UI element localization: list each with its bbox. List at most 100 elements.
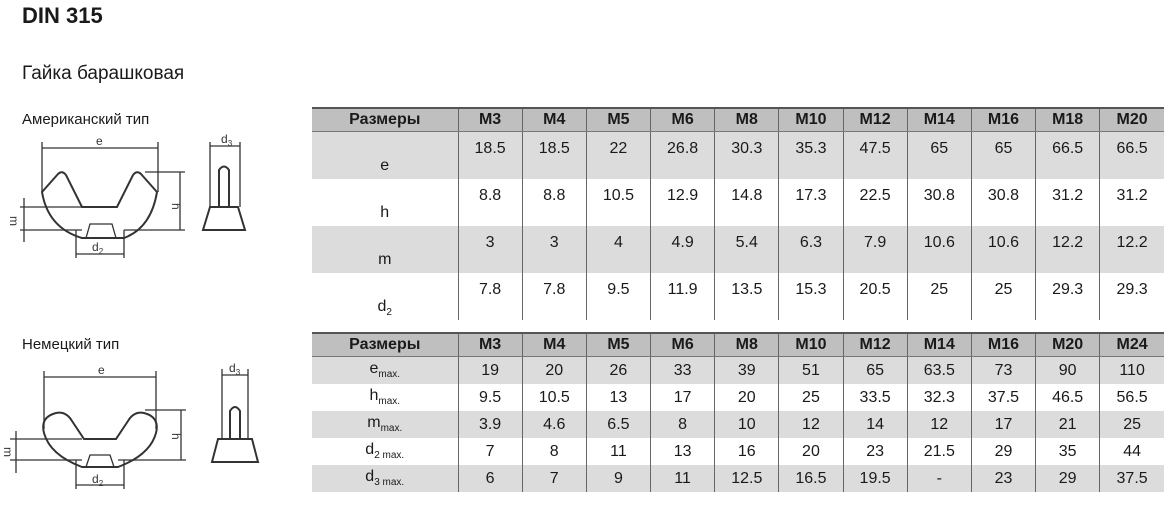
table-cell: 21.5 xyxy=(906,438,972,465)
table-cell: 35.3 xyxy=(778,131,844,179)
table-cell: 5.4 xyxy=(714,226,779,273)
dim-d3: d3 xyxy=(221,132,233,148)
table-cell: - xyxy=(906,465,972,492)
header-row: Размеры M3 M4 M5 M6 M8 M10 M12 M14 M16 M18 M20 xyxy=(312,108,1164,132)
column-header: M16 xyxy=(970,333,1036,357)
page-title: DIN 315 xyxy=(22,3,103,28)
row-label: d2 xyxy=(312,273,458,320)
table-cell: 11 xyxy=(585,438,651,465)
table-row: d3 max. 6 7 9 11 12.5 16.5 19.5-23 29 37.5 xyxy=(312,465,1164,492)
table-cell: 20 xyxy=(778,438,844,465)
table-cell: 10.5 xyxy=(585,179,651,226)
table-cell: 10 xyxy=(714,411,779,438)
table-cell: 90 xyxy=(1035,356,1100,384)
american-type-label: Американский тип xyxy=(22,111,150,128)
table-cell: 12.5 xyxy=(714,465,779,492)
column-header: M3 xyxy=(457,108,523,132)
table-cell: 65 xyxy=(906,131,972,179)
table-cell: 12.2 xyxy=(1099,226,1164,273)
table-cell: 9.5 xyxy=(457,384,523,411)
table-cell: 30.8 xyxy=(906,179,972,226)
table-cell: 10.6 xyxy=(906,226,972,273)
column-header: M12 xyxy=(842,333,908,357)
row-label-main: d xyxy=(377,297,387,315)
table-cell: 44 xyxy=(1099,438,1164,465)
column-header: M6 xyxy=(650,333,715,357)
table-cell: 66.5 xyxy=(1099,131,1164,179)
table-cell: 7.8 xyxy=(521,273,587,320)
table-cell: 30.8 xyxy=(970,179,1036,226)
row-label-main: m xyxy=(367,414,381,432)
german-wing-nut-drawing: e h m d2 d3 xyxy=(1,361,260,489)
table-cell: 63.5 xyxy=(906,356,972,384)
table-cell: 37.5 xyxy=(970,384,1036,411)
row-label-sub: 3 max. xyxy=(374,477,405,489)
table-cell: 29 xyxy=(970,438,1036,465)
table-cell: 6.3 xyxy=(778,226,844,273)
column-header: M20 xyxy=(1099,108,1164,132)
table-cell: 16 xyxy=(714,438,779,465)
table-cell: 6.5 xyxy=(585,411,651,438)
table-cell: 4.9 xyxy=(650,226,715,273)
table-cell: 12 xyxy=(906,411,972,438)
table-cell: 25 xyxy=(906,273,972,320)
row-label-sub: max. xyxy=(378,369,401,381)
column-header: M12 xyxy=(842,108,908,132)
table-cell: 16.5 xyxy=(778,465,844,492)
column-header: Размеры xyxy=(312,108,458,132)
table-cell: 15.3 xyxy=(778,273,844,320)
table-row: h 8.8 8.8 10.5 12.9 14.8 17.3 22.5 30.8 30.8 31.2 3… xyxy=(312,179,1164,226)
table-cell: 13.5 xyxy=(714,273,779,320)
row-label: hmax. xyxy=(312,384,458,411)
column-header: M16 xyxy=(970,108,1036,132)
row-label-sub: 2 max. xyxy=(374,450,405,462)
row-label: e xyxy=(312,131,458,179)
table-cell: 4.6 xyxy=(521,411,587,438)
dim-m: m xyxy=(7,216,21,226)
dim-e: e xyxy=(98,363,105,377)
table-cell: 31.2 xyxy=(1035,179,1100,226)
table-cell: 31.2 xyxy=(1099,179,1164,226)
page-subtitle: Гайка барашковая xyxy=(22,63,185,84)
table-cell: 17 xyxy=(970,411,1036,438)
row-label: m xyxy=(312,226,458,273)
table-cell: 8.8 xyxy=(457,179,523,226)
row-label-sub: max. xyxy=(380,423,403,435)
table-row: m 3 3 4 4.9 5.4 6.3 7.9 10.6 10.6 12.2 12.2 xyxy=(312,226,1164,273)
dim-e: e xyxy=(96,134,103,148)
table-cell: 19.5 xyxy=(842,465,908,492)
column-header: M18 xyxy=(1035,108,1100,132)
table-cell: 8 xyxy=(650,411,715,438)
table-cell: 33 xyxy=(650,356,715,384)
column-header: M24 xyxy=(1099,333,1164,357)
table-cell: 17 xyxy=(650,384,715,411)
column-header: M14 xyxy=(906,333,972,357)
table-cell: 66.5 xyxy=(1035,131,1100,179)
german-dimensions-table: Размеры M3 M4 M5 M6 M8 M10 M12 M14 M16 M20 M24 emax.… xyxy=(312,332,1164,492)
american-wing-nut-drawing: e h m d2 d3 xyxy=(7,132,247,258)
table-cell: 33.5 xyxy=(842,384,908,411)
table-cell: 14.8 xyxy=(714,179,779,226)
table-cell: 7.9 xyxy=(842,226,908,273)
table-row: d2 max. 7 8 11 13 16 20 23 21.5 29 35 44 xyxy=(312,438,1164,465)
table-cell: 17.3 xyxy=(778,179,844,226)
american-dimensions-table: Размеры M3 M4 M5 M6 M8 M10 M12 M14 M16 M18 M20 e 18.5… xyxy=(312,107,1164,320)
table-cell: 23 xyxy=(970,465,1036,492)
table-cell: 9.5 xyxy=(585,273,651,320)
table-cell: 110 xyxy=(1099,356,1164,384)
column-header: M14 xyxy=(906,108,972,132)
table-cell: 29.3 xyxy=(1035,273,1100,320)
table-cell: 32.3 xyxy=(906,384,972,411)
table-cell: 25 xyxy=(970,273,1036,320)
column-header: M10 xyxy=(778,108,844,132)
table-cell: 22.5 xyxy=(842,179,908,226)
dim-m: m xyxy=(1,447,15,457)
column-header: M10 xyxy=(778,333,844,357)
table-row: emax. 19 20 26 33 39 51 65 63.5 73 90 110 xyxy=(312,356,1164,384)
table-cell: 11 xyxy=(650,465,715,492)
table-cell: 73 xyxy=(970,356,1036,384)
row-label: d2 max. xyxy=(312,438,458,465)
table-cell: 37.5 xyxy=(1099,465,1164,492)
dim-h: h xyxy=(169,203,183,210)
table-cell: 12 xyxy=(778,411,844,438)
